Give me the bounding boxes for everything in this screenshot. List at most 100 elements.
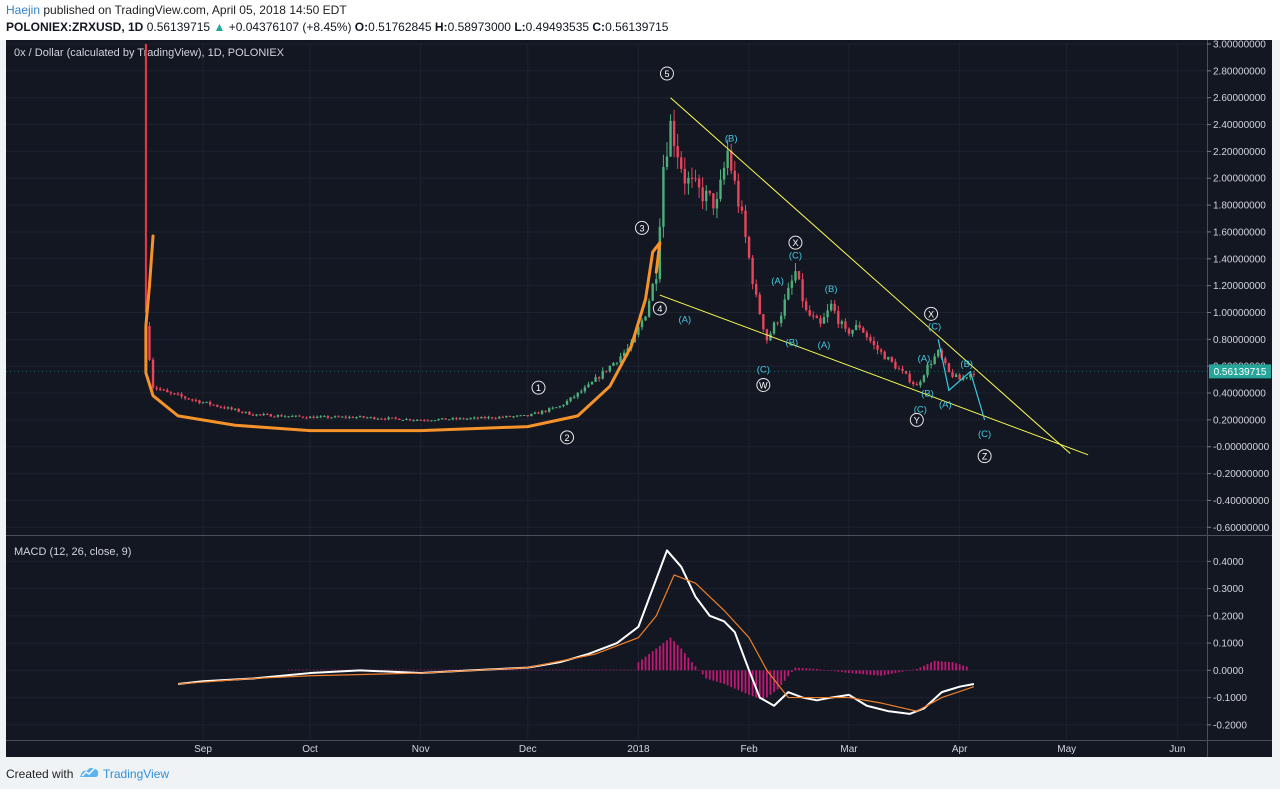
- macd-histogram-bar: [919, 667, 922, 671]
- macd-histogram-bar: [295, 669, 297, 671]
- candle-body: [826, 310, 829, 318]
- candle-body: [255, 414, 258, 416]
- candle-body: [837, 311, 840, 325]
- macd-histogram-bar: [341, 669, 343, 671]
- candle-body: [601, 370, 604, 379]
- candle-body: [840, 321, 844, 325]
- candle-body: [744, 210, 747, 237]
- macd-histogram-bar: [940, 661, 943, 671]
- macd-histogram-bar: [744, 670, 747, 694]
- macd-histogram-bar: [769, 670, 772, 695]
- candle-body: [308, 416, 312, 419]
- macd-histogram-bar: [908, 670, 911, 671]
- macd-histogram-bar: [402, 669, 404, 671]
- macd-histogram-bar: [823, 669, 825, 671]
- candle-body: [676, 146, 679, 158]
- candle-body: [423, 420, 426, 422]
- candle-body: [519, 415, 522, 417]
- y-tick-label: 2.20000000: [1213, 147, 1266, 158]
- macd-histogram-bar: [420, 669, 422, 671]
- macd-histogram-bar: [423, 669, 425, 671]
- candle-body: [869, 337, 872, 341]
- y-tick-label: 0.40000000: [1213, 389, 1266, 400]
- macd-histogram-bar: [380, 669, 383, 671]
- macd-histogram-bar: [287, 669, 290, 671]
- candle-body: [223, 407, 226, 409]
- wave-label: 4: [657, 304, 662, 314]
- macd-histogram-bar: [915, 668, 918, 671]
- candle-body: [787, 287, 790, 300]
- macd-histogram-bar: [320, 669, 322, 671]
- x-tick-label: Sep: [194, 744, 212, 755]
- candle-body: [473, 417, 476, 419]
- macd-histogram-bar: [452, 669, 454, 671]
- chart-svg[interactable]: 3.00000000 2.80000000 2.60000000 2.40000000…: [6, 40, 1272, 757]
- wave-circle: [977, 449, 992, 464]
- macd-histogram-bar: [812, 668, 815, 671]
- candle-body: [669, 120, 672, 157]
- candle-body: [915, 384, 918, 386]
- macd-histogram-bar: [833, 670, 836, 672]
- macd-histogram-bar: [666, 640, 668, 671]
- macd-histogram-bar: [627, 669, 629, 671]
- candle-body: [330, 417, 333, 419]
- candle-body: [665, 156, 669, 168]
- candle-body: [208, 401, 212, 405]
- macd-histogram-bar: [455, 669, 458, 671]
- candle-body: [637, 327, 640, 336]
- candle-body: [512, 416, 515, 418]
- candle-body: [323, 416, 326, 418]
- last-price: 0.56139715: [146, 20, 211, 34]
- macd-histogram-bar: [776, 670, 779, 690]
- wave-label: (A): [818, 340, 831, 351]
- candle-body: [829, 303, 833, 311]
- candle-body: [319, 416, 322, 418]
- candle-body: [683, 168, 687, 184]
- candle-body: [758, 294, 761, 315]
- candle-body: [640, 320, 644, 328]
- wave-label: Z: [982, 452, 988, 462]
- trendline-lower: [659, 294, 1089, 456]
- macd-histogram-bar: [509, 669, 511, 671]
- publish-date: published on TradingView.com, April 05, …: [43, 3, 347, 17]
- price-change: +0.04376107 (+8.45%): [228, 20, 352, 34]
- macd-histogram-bar: [844, 670, 847, 673]
- chart-area[interactable]: 3.00000000 2.80000000 2.60000000 2.40000000…: [6, 40, 1272, 757]
- wave-label: Y: [914, 415, 920, 425]
- candle-body: [380, 418, 383, 420]
- macd-histogram-bar: [726, 670, 729, 686]
- tradingview-brand[interactable]: TradingView: [103, 767, 170, 781]
- macd-histogram-bar: [701, 670, 704, 675]
- macd-histogram-bar: [391, 669, 393, 671]
- candle-body: [822, 317, 826, 324]
- candle-body: [544, 410, 547, 412]
- candle-body: [158, 388, 162, 390]
- candle-body: [415, 419, 419, 421]
- wave-label: (C): [978, 429, 991, 440]
- macd-histogram-bar: [312, 669, 315, 671]
- macd-histogram-bar: [398, 669, 400, 671]
- wave-label: (A): [939, 399, 952, 410]
- candle-body: [644, 316, 647, 321]
- macd-histogram-bar: [758, 670, 761, 699]
- y-tick-label: 2.00000000: [1213, 174, 1266, 185]
- candle-body: [608, 365, 612, 372]
- macd-histogram-bar: [912, 669, 915, 671]
- candle-body: [690, 177, 694, 179]
- wave-label: (B): [786, 338, 799, 349]
- candle-body: [597, 377, 601, 379]
- macd-histogram-bar: [298, 669, 301, 671]
- candle-body: [216, 404, 219, 407]
- candle-body: [558, 406, 562, 408]
- macd-histogram-bar: [516, 669, 518, 671]
- candle-body: [672, 120, 676, 147]
- macd-histogram-bar: [730, 670, 733, 688]
- author-link[interactable]: Haejin: [6, 3, 41, 17]
- x-tick-label: Feb: [740, 744, 758, 755]
- macd-histogram-bar: [612, 669, 615, 671]
- macd-histogram-bar: [619, 669, 622, 671]
- candle-body: [312, 416, 315, 419]
- candle-body: [287, 416, 290, 418]
- candle-body: [294, 415, 297, 417]
- macd-histogram-bar: [826, 670, 829, 671]
